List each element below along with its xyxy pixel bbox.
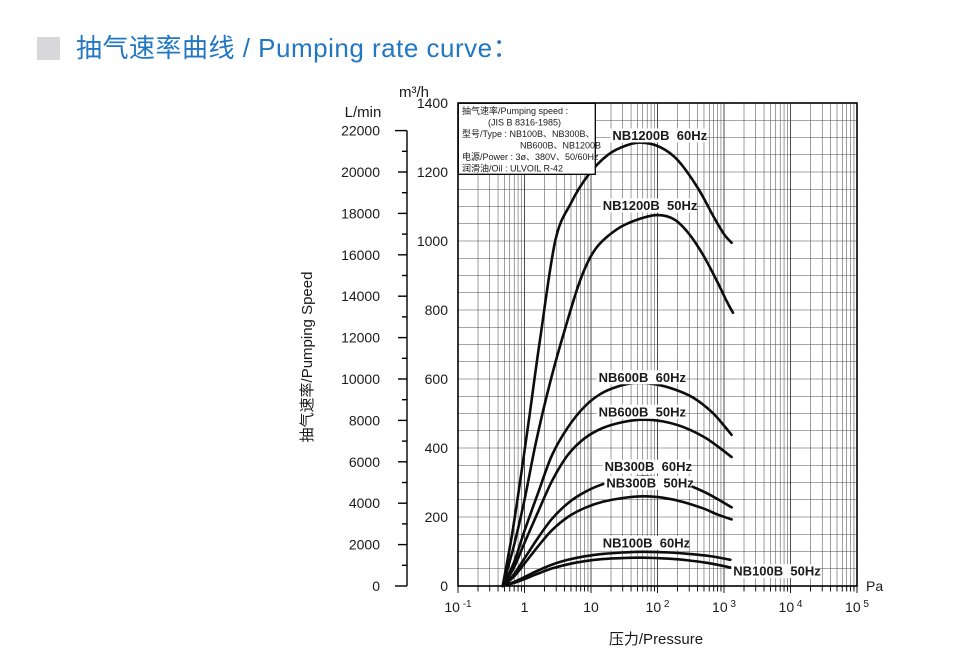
m3h-tick-label: 200 [425, 509, 449, 525]
lmin-tick-label: 14000 [341, 288, 380, 304]
curve-label-NB300B-60Hz: NB300B 60Hz [605, 459, 693, 474]
x-tick-label: 1 [521, 599, 529, 615]
curve-NB600B-60Hz [501, 381, 733, 588]
m3h-tick-label: 1200 [417, 164, 448, 180]
lmin-tick-label: 2000 [349, 537, 380, 553]
curve-NB100B-50Hz [501, 556, 733, 588]
x-axis-title: 压力/Pressure [609, 631, 703, 648]
legend-line: NB600B、NB1200B [520, 141, 601, 151]
curve-NB100B-60Hz [501, 550, 732, 588]
curve-NB600B-50Hz [501, 418, 733, 588]
lmin-tick-label: 16000 [341, 247, 380, 263]
x-tick-label: 10 [583, 599, 599, 615]
curve-label-bg [596, 370, 685, 385]
curve-label-bg [602, 459, 691, 474]
legend-box [457, 102, 596, 175]
section-header: 抽气速率曲线 / Pumping rate curve： [37, 34, 519, 62]
lmin-tick-label: 0 [372, 578, 380, 594]
lmin-tick-label: 18000 [341, 205, 380, 221]
lmin-tick-label: 22000 [341, 123, 380, 139]
curve-label-NB1200B-50Hz: NB1200B 50Hz [603, 198, 698, 213]
x-tick-label: 10 5 [845, 599, 869, 615]
curve-NB300B-60Hz [501, 475, 733, 588]
curve-NB1200B-60Hz [501, 141, 733, 588]
lmin-unit-label: L/min [345, 104, 382, 121]
curve-label-NB1200B-60Hz: NB1200B 60Hz [612, 128, 707, 143]
curve-label-NB600B-60Hz: NB600B 60Hz [599, 370, 687, 385]
curve-NB1200B-50Hz [501, 213, 735, 588]
curve-label-bg [604, 475, 692, 490]
x-axis-unit-label: Pa [866, 578, 883, 594]
lmin-tick-label: 6000 [349, 454, 380, 470]
curve-label-bg [600, 198, 696, 213]
m3h-tick-label: 0 [440, 578, 448, 594]
lmin-tick-label: 12000 [341, 330, 380, 346]
x-tick-label: 10 4 [779, 599, 803, 615]
y-axis-title: 抽气速率/Pumping Speed [299, 272, 316, 443]
m3h-tick-label: 600 [425, 371, 449, 387]
plot-border [457, 102, 858, 587]
curve-label-bg [596, 404, 685, 419]
x-tick-label: 10 -1 [444, 599, 472, 615]
curve-label-NB100B-60Hz: NB100B 60Hz [603, 535, 691, 550]
curve-label-bg [600, 535, 689, 550]
lmin-tick-label: 4000 [349, 495, 380, 511]
curve-label-bg [610, 128, 706, 143]
m3h-tick-label: 800 [425, 302, 449, 318]
x-tick-label: 10 2 [646, 599, 670, 615]
curve-label-NB100B-50Hz: NB100B 50Hz [733, 564, 821, 579]
legend-line: 抽气速率/Pumping speed : [462, 105, 568, 116]
m3h-tick-label: 400 [425, 440, 449, 456]
lmin-tick-label: 10000 [341, 371, 380, 387]
m3h-unit-label: m³/h [399, 84, 429, 101]
curve-NB300B-50Hz [501, 494, 733, 588]
curve-label-NB600B-50Hz: NB600B 50Hz [599, 404, 687, 419]
lmin-tick-label: 20000 [341, 164, 380, 180]
x-tick-label: 10 3 [712, 599, 736, 615]
lmin-tick-label: 8000 [349, 412, 380, 428]
section-bullet-icon [37, 36, 60, 60]
legend-line: 型号/Type : NB100B、NB300B、 [462, 129, 595, 139]
m3h-tick-label: 1000 [417, 233, 448, 249]
curve-label-NB300B-50Hz: NB300B 50Hz [606, 475, 694, 490]
m3h-tick-label: 1400 [417, 95, 448, 111]
page-title: 抽气速率曲线 / Pumping rate curve： [76, 33, 520, 63]
curve-label-bg [731, 564, 819, 579]
legend-line: 润滑油/Oil : ULVOIL R-42 [462, 163, 563, 174]
legend-line: 电源/Power : 3ø、380V、50/60Hz [462, 151, 599, 162]
legend-line: (JIS B 8316-1985) [488, 118, 561, 128]
